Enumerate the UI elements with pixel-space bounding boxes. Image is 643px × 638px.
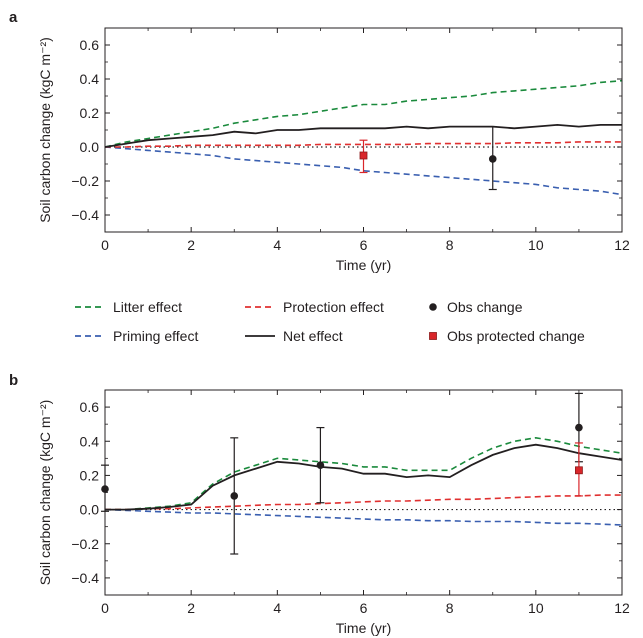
- legend-item: Net effect: [245, 328, 343, 344]
- legend-item: Priming effect: [75, 328, 198, 344]
- y-tick-label: −0.2: [71, 536, 99, 552]
- series-line-litter: [104, 79, 623, 148]
- x-tick-label: 0: [101, 600, 109, 616]
- y-tick-label: 0.6: [80, 399, 100, 415]
- x-tick-label: 12: [614, 237, 630, 253]
- legend-item: Obs protected change: [429, 328, 585, 344]
- x-tick-label: 2: [187, 600, 195, 616]
- point-obs-protected-change: [575, 466, 583, 475]
- legend-label: Priming effect: [113, 328, 198, 344]
- y-tick-label: 0.0: [80, 502, 100, 518]
- y-tick-label: 0.2: [80, 467, 100, 483]
- legend-label: Obs protected change: [447, 328, 585, 344]
- x-tick-label: 10: [528, 237, 544, 253]
- x-tick-label: 0: [101, 237, 109, 253]
- point-obs-protected-change: [359, 151, 368, 160]
- panel-b-chart: 0 2 4 6 8 10 12 −0.4 −0.2 0.0 0.2 0.4 0.6 Time (yr) So…: [37, 389, 630, 636]
- y-tick-label: 0.6: [80, 37, 100, 53]
- series-line-net: [105, 443, 623, 511]
- x-axis-label: Time (yr): [336, 257, 391, 273]
- x-tick-label: 4: [273, 237, 281, 253]
- series-line-protection: [105, 494, 622, 511]
- legend-label: Obs change: [447, 299, 523, 315]
- y-tick-label: 0.2: [80, 105, 100, 121]
- y-tick-label: 0.4: [80, 433, 100, 449]
- legend-item: Litter effect: [75, 299, 182, 315]
- y-tick-label: −0.4: [71, 207, 99, 223]
- y-tick-label: 0.4: [80, 71, 100, 87]
- legend-item: Obs change: [429, 299, 523, 315]
- y-tick-label: −0.4: [71, 570, 99, 586]
- y-axis-label: Soil carbon change (kgC m⁻²): [37, 400, 53, 586]
- y-axis-label: Soil carbon change (kgC m⁻²): [37, 37, 53, 223]
- legend: Litter effect Priming effect Protection ef…: [75, 299, 585, 344]
- y-tick-label: 0.0: [80, 139, 100, 155]
- plot-frame: [104, 389, 623, 596]
- legend-label: Net effect: [283, 328, 343, 344]
- series-line-priming: [104, 508, 623, 526]
- legend-item: Protection effect: [245, 299, 384, 315]
- x-tick-label: 6: [360, 600, 368, 616]
- series-line-protection: [105, 141, 622, 148]
- plot-frame: [104, 27, 623, 233]
- legend-swatch: [429, 332, 437, 340]
- x-tick-label: 8: [446, 237, 454, 253]
- x-tick-label: 10: [528, 600, 544, 616]
- legend-swatch: [429, 303, 437, 311]
- panel-a-chart: 0 2 4 6 8 10 12 −0.4 −0.2 0.0 0.2 0.4 0.6 Time (yr) So…: [37, 27, 630, 273]
- panel-letter-a: a: [9, 9, 18, 26]
- legend-label: Protection effect: [283, 299, 384, 315]
- x-tick-label: 4: [273, 600, 281, 616]
- series-line-litter: [105, 436, 623, 511]
- y-tick-label: −0.2: [71, 173, 99, 189]
- x-tick-label: 12: [614, 600, 630, 616]
- series-line-net: [104, 123, 622, 148]
- point-obs-change: [575, 423, 583, 432]
- x-tick-label: 6: [360, 237, 368, 253]
- point-obs-change: [316, 461, 325, 469]
- point-obs-change: [488, 155, 497, 163]
- series-line-priming: [104, 146, 623, 196]
- x-tick-label: 8: [446, 600, 454, 616]
- legend-label: Litter effect: [113, 299, 182, 315]
- x-tick-label: 2: [187, 237, 195, 253]
- panel-letter-b: b: [9, 372, 18, 389]
- x-axis-label: Time (yr): [336, 620, 391, 636]
- point-obs-change: [230, 492, 239, 500]
